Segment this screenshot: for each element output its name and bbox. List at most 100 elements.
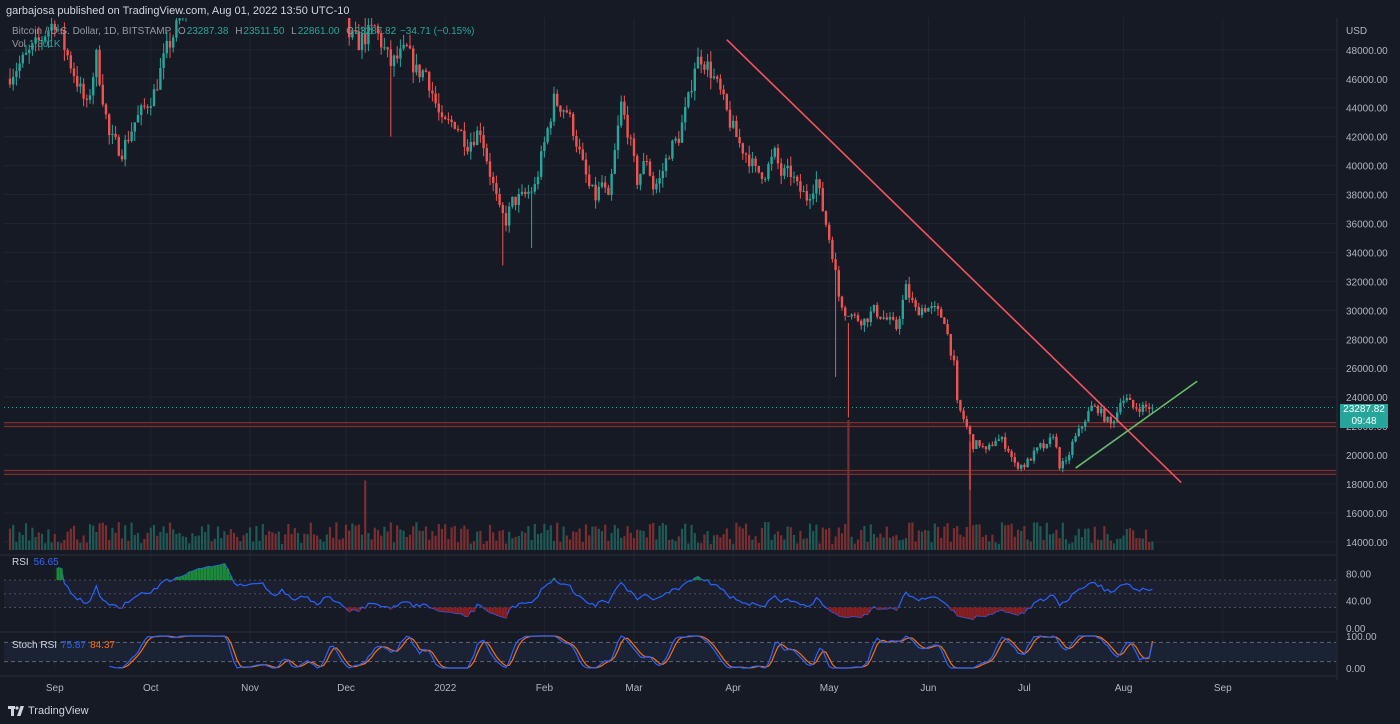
volume-bar: [780, 535, 783, 550]
candle-body: [831, 239, 834, 260]
volume-bar: [1112, 543, 1116, 550]
time-axis[interactable]: Sep Oct Nov Dec 2022 Feb Mar Apr May Jun Jul Aug Sep: [0, 675, 1336, 694]
volume-bar: [239, 541, 242, 550]
volume-bar: [229, 529, 232, 550]
candle-body: [92, 77, 95, 96]
volume-bar: [690, 525, 693, 550]
volume-bar: [293, 528, 296, 550]
volume-bar: [709, 543, 712, 550]
volume-bar: [770, 539, 773, 550]
candle-body: [888, 316, 892, 320]
candle-body: [1093, 405, 1096, 407]
stoch-k-value: 75.87: [61, 640, 87, 651]
candle-body: [984, 446, 988, 450]
stoch-d-value: 84.37: [90, 640, 116, 651]
volume-bar: [495, 540, 498, 550]
volume-bar: [53, 533, 56, 550]
candle-body: [738, 137, 741, 144]
trendlines[interactable]: [726, 39, 1198, 484]
volume-bar: [655, 539, 658, 550]
candle-body: [869, 311, 872, 323]
volume-bar: [396, 525, 399, 550]
stoch-label[interactable]: Stoch RSI: [12, 640, 58, 651]
candle-body: [844, 307, 847, 316]
candle-body: [520, 191, 524, 195]
price-tick-label: 42000.00: [1346, 133, 1388, 144]
candle-body: [104, 104, 108, 115]
volume-bar: [844, 523, 847, 550]
volume-bar: [437, 524, 440, 550]
volume-bar: [1055, 529, 1058, 550]
stoch-legend: Stoch RSI 75.87 84.37: [12, 640, 115, 651]
candle-body: [44, 36, 47, 40]
candle-body: [776, 148, 780, 164]
candle-body: [853, 314, 856, 316]
time-tick-label: Apr: [725, 683, 741, 694]
volume-bar: [853, 543, 856, 550]
volume-bar: [24, 523, 28, 550]
volume-bar: [152, 524, 156, 550]
candle-body: [1058, 447, 1061, 469]
candle-body: [392, 55, 396, 67]
candle-body: [719, 78, 722, 90]
volume-bar: [613, 525, 616, 550]
volume-bar: [290, 534, 293, 550]
candle-body: [700, 56, 703, 65]
volume-bar: [911, 522, 914, 550]
volume-bar: [133, 534, 136, 550]
volume-bar: [812, 531, 815, 550]
candle-body: [562, 110, 565, 112]
volume-bar: [367, 533, 370, 550]
footer-brand[interactable]: TradingView: [8, 705, 89, 717]
volume-bar: [837, 527, 840, 550]
volume-bar: [1100, 540, 1103, 550]
volume-bar: [463, 525, 466, 550]
volume-label[interactable]: Vol: [12, 39, 26, 50]
candle-body: [892, 316, 895, 320]
volume-bar: [181, 536, 184, 550]
candle-body: [1045, 444, 1048, 449]
volume-bar: [392, 542, 396, 550]
candle-body: [415, 64, 418, 73]
volume-bar: [159, 531, 162, 550]
time-tick-label: Sep: [1214, 683, 1232, 694]
volume-bar: [149, 527, 152, 550]
volume-bar: [72, 525, 76, 550]
volume-bar: [696, 542, 700, 550]
time-tick-label: Oct: [143, 683, 159, 694]
candle-body: [367, 24, 370, 45]
candle-body: [399, 48, 402, 59]
volume-bar: [120, 538, 124, 550]
rsi-label[interactable]: RSI: [12, 557, 29, 568]
volume-bar: [661, 523, 664, 550]
candle-body: [527, 191, 530, 194]
candle-body: [1036, 447, 1039, 451]
candle-body: [636, 156, 639, 185]
volume-bar: [959, 534, 962, 550]
candle-body: [136, 114, 140, 123]
volume-bar: [549, 525, 552, 550]
volume-bar: [940, 537, 943, 550]
stoch-axis: 100.00 0.00: [1346, 632, 1377, 675]
candle-body: [988, 444, 991, 450]
volume-bar: [124, 525, 127, 550]
candle-body: [60, 29, 63, 31]
candle-body: [428, 71, 431, 91]
price-tick-label: 48000.00: [1346, 46, 1388, 57]
candle-body: [735, 120, 738, 138]
symbol-title[interactable]: Bitcoin / U.S. Dollar, 1D, BITSTAMP: [12, 26, 172, 37]
volume-bar: [1077, 528, 1080, 550]
volume-bar: [1048, 534, 1052, 550]
candle-body: [997, 439, 1000, 441]
candle-body: [815, 179, 818, 194]
candle-body: [351, 29, 354, 38]
volume-bar: [831, 543, 834, 550]
volume-bar: [1119, 538, 1122, 550]
volume-bar: [300, 542, 303, 550]
candle-body: [124, 139, 127, 160]
tradingview-logo-icon: [8, 706, 24, 716]
candle-body: [1004, 437, 1007, 449]
time-tick-label: Nov: [241, 683, 259, 694]
volume-bar: [520, 531, 524, 550]
